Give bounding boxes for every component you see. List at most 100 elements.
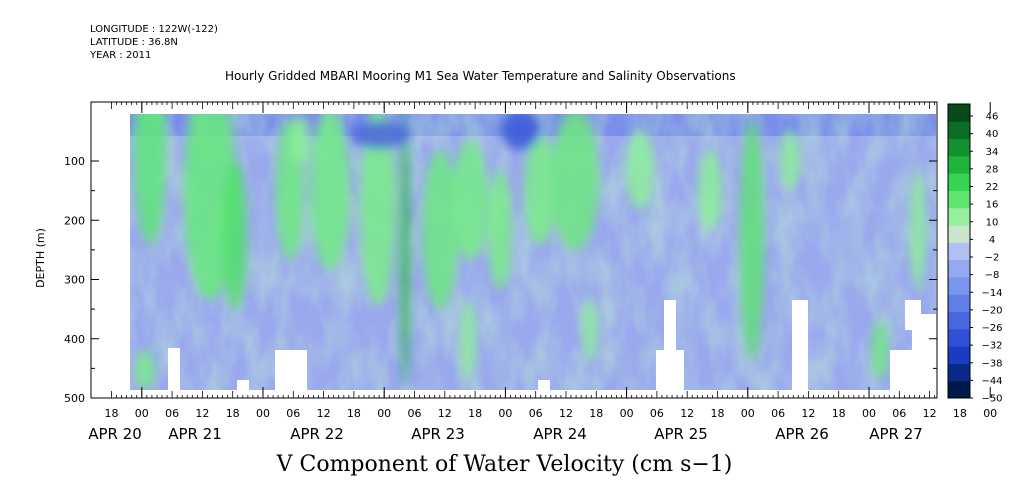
heatmap-blob xyxy=(460,300,476,380)
x-hour-label: 00 xyxy=(498,407,512,420)
heatmap-blob xyxy=(360,114,396,305)
colorbar-swatch xyxy=(948,259,970,278)
x-hour-label: 12 xyxy=(438,407,452,420)
no-data-region xyxy=(664,300,676,390)
x-hour-label: 00 xyxy=(620,407,634,420)
x-hour-label: 00 xyxy=(256,407,270,420)
y-tick-label: 100 xyxy=(64,155,85,168)
no-data-region xyxy=(905,300,921,330)
heatmap-blob xyxy=(223,160,247,310)
x-hour-label: 06 xyxy=(892,407,906,420)
heatmap-blob xyxy=(488,170,512,290)
no-data-region xyxy=(792,300,808,390)
colorbar-swatch xyxy=(948,242,970,261)
x-hour-label: 06 xyxy=(771,407,785,420)
heatmap-blob xyxy=(872,320,888,380)
colorbar-label: −14 xyxy=(981,288,1002,299)
x-hour-label: 06 xyxy=(165,407,179,420)
colorbar-label: 40 xyxy=(986,129,999,140)
colorbar-label: 16 xyxy=(986,200,999,211)
x-hour-label: 12 xyxy=(317,407,331,420)
no-data-region xyxy=(168,348,180,390)
y-axis-label: DEPTH (m) xyxy=(34,228,47,288)
colorbar-label: 10 xyxy=(986,217,999,228)
x-hour-label: 06 xyxy=(408,407,422,420)
colorbar-swatch xyxy=(948,173,970,191)
heatmap-blob xyxy=(290,115,310,165)
x-hour-label: 18 xyxy=(468,407,482,420)
x-hour-label: 12 xyxy=(559,407,573,420)
x-day-label: APR 21 xyxy=(168,425,222,443)
colorbar-label: −8 xyxy=(985,270,1000,281)
y-tick-label: 200 xyxy=(64,214,85,227)
heatmap-blob xyxy=(134,114,166,245)
x-hour-label: 18 xyxy=(589,407,603,420)
x-hour-label: 06 xyxy=(286,407,300,420)
heatmap-blob xyxy=(500,114,540,150)
colorbar-label: −32 xyxy=(981,341,1002,352)
x-hour-label: 00 xyxy=(377,407,391,420)
x-hour-label: 12 xyxy=(923,407,937,420)
heatmap-blob xyxy=(350,121,410,149)
y-tick-label: 500 xyxy=(64,392,85,405)
colorbar-label: 28 xyxy=(986,164,999,175)
colorbar-frame xyxy=(947,103,971,399)
latitude-label: LATITUDE : 36.8N xyxy=(90,37,178,48)
x-day-label: APR 20 xyxy=(88,425,142,443)
year-label: YEAR : 2011 xyxy=(90,50,152,61)
colorbar-swatch xyxy=(948,346,970,364)
x-day-label: APR 26 xyxy=(775,425,829,443)
x-hour-label: 18 xyxy=(711,407,725,420)
x-hour-label: 12 xyxy=(680,407,694,420)
colorbar-swatch xyxy=(948,363,970,382)
colorbar-swatch xyxy=(948,294,970,313)
heatmap-blob xyxy=(740,120,764,360)
x-hour-label: 18 xyxy=(226,407,240,420)
x-hour-label: 18 xyxy=(832,407,846,420)
heatmap-blob xyxy=(910,170,926,290)
colorbar-label: 22 xyxy=(986,182,999,193)
y-tick-label: 400 xyxy=(64,333,85,346)
colorbar-label: −20 xyxy=(981,305,1002,316)
x-hour-label: 18 xyxy=(105,407,119,420)
colorbar-swatch xyxy=(948,155,970,174)
colorbar-swatch xyxy=(948,190,970,209)
x-hour-label: 12 xyxy=(195,407,209,420)
x-hour-label: 06 xyxy=(529,407,543,420)
colorbar-swatch xyxy=(948,380,970,399)
chart-title: Hourly Gridded MBARI Mooring M1 Sea Wate… xyxy=(225,69,736,83)
colorbar-swatch xyxy=(948,121,970,140)
x-day-label: APR 22 xyxy=(290,425,344,443)
heatmap-blob xyxy=(780,130,800,190)
no-data-region xyxy=(538,380,550,390)
x-hour-label: 00 xyxy=(135,407,149,420)
heatmap-blob xyxy=(524,135,556,245)
heatmap-blob xyxy=(310,114,350,270)
heatmap-blob xyxy=(422,150,458,310)
x-day-label: APR 25 xyxy=(654,425,708,443)
heatmap-blob xyxy=(184,114,236,300)
x-hour-label: 06 xyxy=(650,407,664,420)
longitude-label: LONGITUDE : 122W(-122) xyxy=(90,24,218,35)
colorbar-label: −2 xyxy=(985,253,1000,264)
x-hour-label: 18 xyxy=(347,407,361,420)
colorbar-label: −50 xyxy=(981,394,1002,405)
colorbar-swatch xyxy=(948,207,970,226)
colorbar-swatch xyxy=(948,104,970,122)
x-hour-label: 00 xyxy=(983,407,997,420)
colorbar-label: 4 xyxy=(989,235,995,246)
colorbar-swatch xyxy=(948,225,970,243)
heatmap-blob xyxy=(582,300,598,360)
colorbar-label: 46 xyxy=(986,112,999,123)
heatmap-blob xyxy=(698,150,722,230)
y-tick-label: 300 xyxy=(64,274,85,287)
colorbar-swatch xyxy=(948,138,970,157)
colorbar-label: −44 xyxy=(981,376,1002,387)
x-axis-label: V Component of Water Velocity (cm s−1) xyxy=(276,452,733,477)
heatmap-blob xyxy=(401,114,409,388)
x-hour-label: 12 xyxy=(801,407,815,420)
x-day-label: APR 23 xyxy=(411,425,465,443)
colorbar-label: −38 xyxy=(981,358,1002,369)
heatmap-blob xyxy=(135,350,155,390)
heatmap-blob xyxy=(626,130,654,210)
